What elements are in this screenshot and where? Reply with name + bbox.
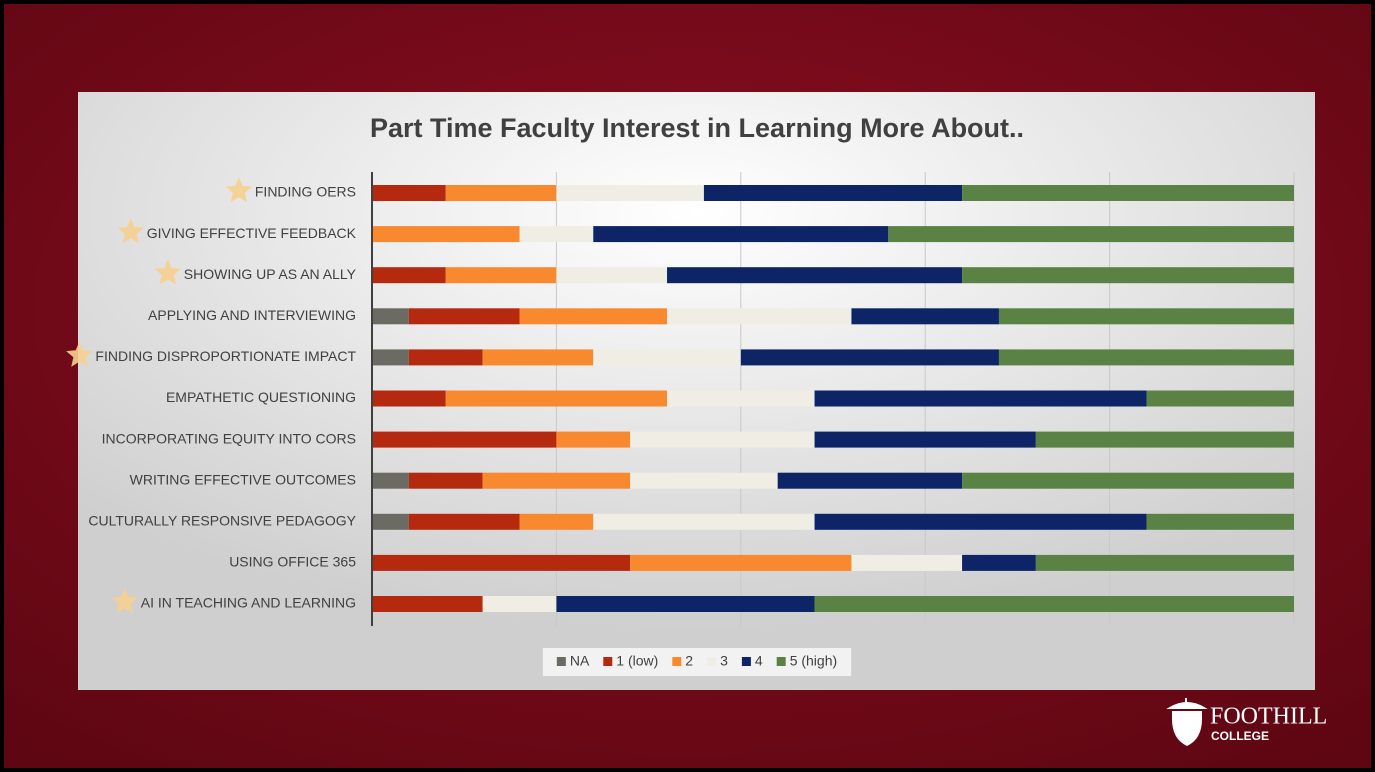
legend-label: 1 (low) bbox=[616, 653, 658, 669]
bar-segment bbox=[372, 596, 483, 612]
star bbox=[111, 588, 139, 614]
bar-segment bbox=[408, 513, 520, 530]
bar-segment bbox=[445, 267, 557, 284]
legend-label: NA bbox=[570, 653, 590, 669]
legend-label: 2 bbox=[685, 653, 693, 669]
star bbox=[154, 259, 182, 285]
bar-segment bbox=[408, 308, 520, 325]
bar-segment bbox=[372, 431, 557, 448]
bar-segment bbox=[851, 308, 999, 325]
bar-segment bbox=[372, 513, 409, 530]
legend: NA 1 (low) 2 3 4 5 (high) bbox=[542, 648, 852, 676]
bar-segment bbox=[408, 472, 483, 489]
bar-segment bbox=[1035, 431, 1294, 448]
bar-segment bbox=[445, 390, 668, 407]
bar-segment bbox=[962, 185, 1294, 201]
y-tick-label: APPLYING AND INTERVIEWING bbox=[148, 307, 356, 323]
bar-segment bbox=[593, 349, 741, 366]
bar-segment bbox=[667, 390, 815, 407]
bar-segment bbox=[519, 513, 594, 530]
bar-segment bbox=[372, 390, 446, 407]
bar-segment bbox=[630, 554, 852, 571]
logo-cap bbox=[1166, 698, 1208, 709]
bar-segment bbox=[814, 390, 1147, 407]
bar-segment bbox=[556, 431, 631, 448]
y-tick-label: AI IN TEACHING AND LEARNING bbox=[141, 595, 356, 611]
star bbox=[66, 341, 93, 367]
logo-acorn bbox=[1172, 711, 1202, 746]
bar-segment bbox=[998, 308, 1294, 325]
legend-label: 5 (high) bbox=[790, 653, 837, 669]
bar-segment bbox=[482, 596, 557, 612]
logo: FOOTHILL COLLEGE bbox=[1166, 698, 1327, 746]
y-tick-label: CULTURALLY RESPONSIVE PEDAGOGY bbox=[88, 513, 356, 529]
bar-segment bbox=[593, 513, 815, 530]
y-tick-label: INCORPORATING EQUITY INTO CORS bbox=[102, 430, 356, 446]
y-tick-label: SHOWING UP AS AN ALLY bbox=[184, 266, 357, 282]
logo-sub: COLLEGE bbox=[1211, 729, 1269, 743]
bar-segment bbox=[482, 349, 594, 366]
y-tick-label: FINDING DISPROPORTIONATE IMPACT bbox=[95, 348, 356, 364]
bar-segment bbox=[962, 554, 1036, 571]
bar-segment bbox=[1146, 390, 1294, 407]
chart-title: Part Time Faculty Interest in Learning M… bbox=[370, 113, 1024, 143]
bar-segment bbox=[777, 472, 963, 489]
bar-segment bbox=[519, 308, 668, 325]
bar-segment bbox=[1146, 513, 1294, 530]
bar-segment bbox=[667, 267, 963, 284]
bar-segment bbox=[740, 349, 999, 366]
legend-box bbox=[542, 648, 852, 676]
bar-segment bbox=[1035, 554, 1294, 571]
bar-segment bbox=[556, 596, 815, 612]
legend-swatch bbox=[556, 657, 566, 666]
bar-segment bbox=[667, 308, 852, 325]
bar-segment bbox=[814, 513, 1147, 530]
bar-segment bbox=[888, 226, 1294, 243]
bar-segment bbox=[372, 349, 409, 366]
bar-segment bbox=[851, 554, 963, 571]
y-tick-label: WRITING EFFECTIVE OUTCOMES bbox=[130, 471, 356, 487]
bar-segment bbox=[814, 596, 1294, 612]
legend-swatch bbox=[776, 657, 786, 666]
bar-segment bbox=[630, 431, 815, 448]
legend-swatch bbox=[603, 657, 613, 666]
y-tick-label: FINDING OERS bbox=[255, 184, 356, 200]
bar-segment bbox=[372, 267, 446, 284]
bar-segment bbox=[372, 554, 631, 571]
bar-segment bbox=[408, 349, 483, 366]
bar-segment bbox=[372, 185, 446, 201]
bar-segment bbox=[556, 185, 704, 201]
bar-segment bbox=[962, 472, 1294, 489]
bar-segment bbox=[962, 267, 1294, 284]
bar-segment bbox=[703, 185, 963, 201]
bar-segment bbox=[593, 226, 889, 243]
bar-segment bbox=[372, 226, 520, 243]
bar-segment bbox=[372, 308, 409, 325]
star bbox=[117, 218, 144, 244]
bar-segment bbox=[814, 431, 1036, 448]
legend-label: 3 bbox=[720, 653, 728, 669]
bar-segment bbox=[372, 472, 409, 489]
legend-swatch bbox=[672, 657, 682, 666]
bar-segment bbox=[556, 267, 668, 284]
logo-name: FOOTHILL bbox=[1210, 704, 1327, 730]
bar-segment bbox=[482, 472, 631, 489]
bar-segment bbox=[445, 185, 557, 201]
y-tick-label: EMPATHETIC QUESTIONING bbox=[166, 389, 356, 405]
y-tick-label: USING OFFICE 365 bbox=[229, 554, 356, 570]
star bbox=[225, 177, 253, 203]
legend-label: 4 bbox=[755, 653, 763, 669]
bar-segment bbox=[998, 349, 1294, 366]
bar-segment bbox=[630, 472, 778, 489]
bar-segment bbox=[519, 226, 594, 243]
legend-swatch bbox=[707, 657, 717, 666]
legend-swatch bbox=[741, 657, 751, 666]
y-tick-label: GIVING EFFECTIVE FEEDBACK bbox=[147, 225, 357, 241]
